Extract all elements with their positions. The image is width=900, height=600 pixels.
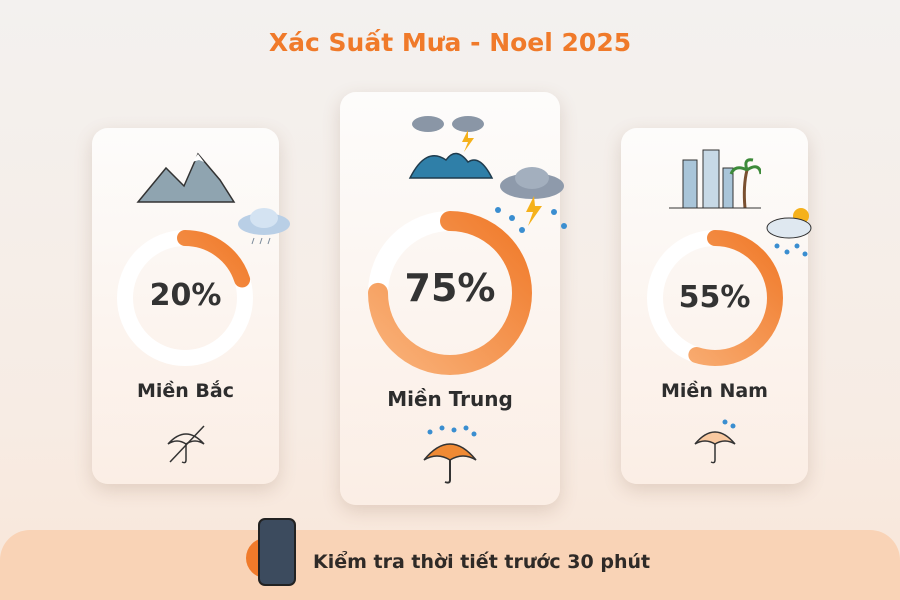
region-label: Miền Trung: [387, 387, 513, 411]
city-palm-icon: [669, 149, 761, 209]
donut-gauge-mien-nam: [647, 230, 783, 366]
storm-waves-icon: [408, 116, 494, 179]
region-label: Miền Bắc: [136, 380, 234, 402]
percent-label: 20%: [149, 278, 222, 313]
percent-label: 75%: [404, 266, 496, 310]
donut-gauge-mien-bac: [117, 230, 253, 366]
page-title: Xác Suất Mưa - Noel 2025: [268, 28, 632, 57]
donut-value-arc: [368, 211, 532, 375]
card-mien-trung: 75% Miền Trung: [340, 92, 567, 505]
phone-weather-icon: [258, 518, 296, 586]
sun-cloud-rain-icon: [766, 208, 812, 257]
cloud-rain-icon: [238, 208, 290, 245]
region-label: Miền Nam: [661, 380, 768, 402]
donut-value-arc: [647, 230, 783, 366]
card-mien-nam: 55% Miền Nam: [621, 128, 812, 484]
donut-gauge-mien-trung: [368, 211, 532, 375]
umbrella-rain-icon: [423, 425, 477, 484]
percent-label: 55%: [678, 280, 751, 315]
card-mien-bac: 20% Miền Bắc: [92, 128, 290, 484]
thunderstorm-cloud-icon: [495, 167, 567, 233]
umbrella-crossed-icon: [167, 425, 205, 464]
donut-value-arc: [117, 230, 253, 366]
tip-text: Kiểm tra thời tiết trước 30 phút: [313, 551, 651, 573]
tip-banner: Kiểm tra thời tiết trước 30 phút: [0, 518, 900, 600]
mountains-icon: [136, 152, 236, 203]
umbrella-drops-icon: [694, 419, 736, 464]
